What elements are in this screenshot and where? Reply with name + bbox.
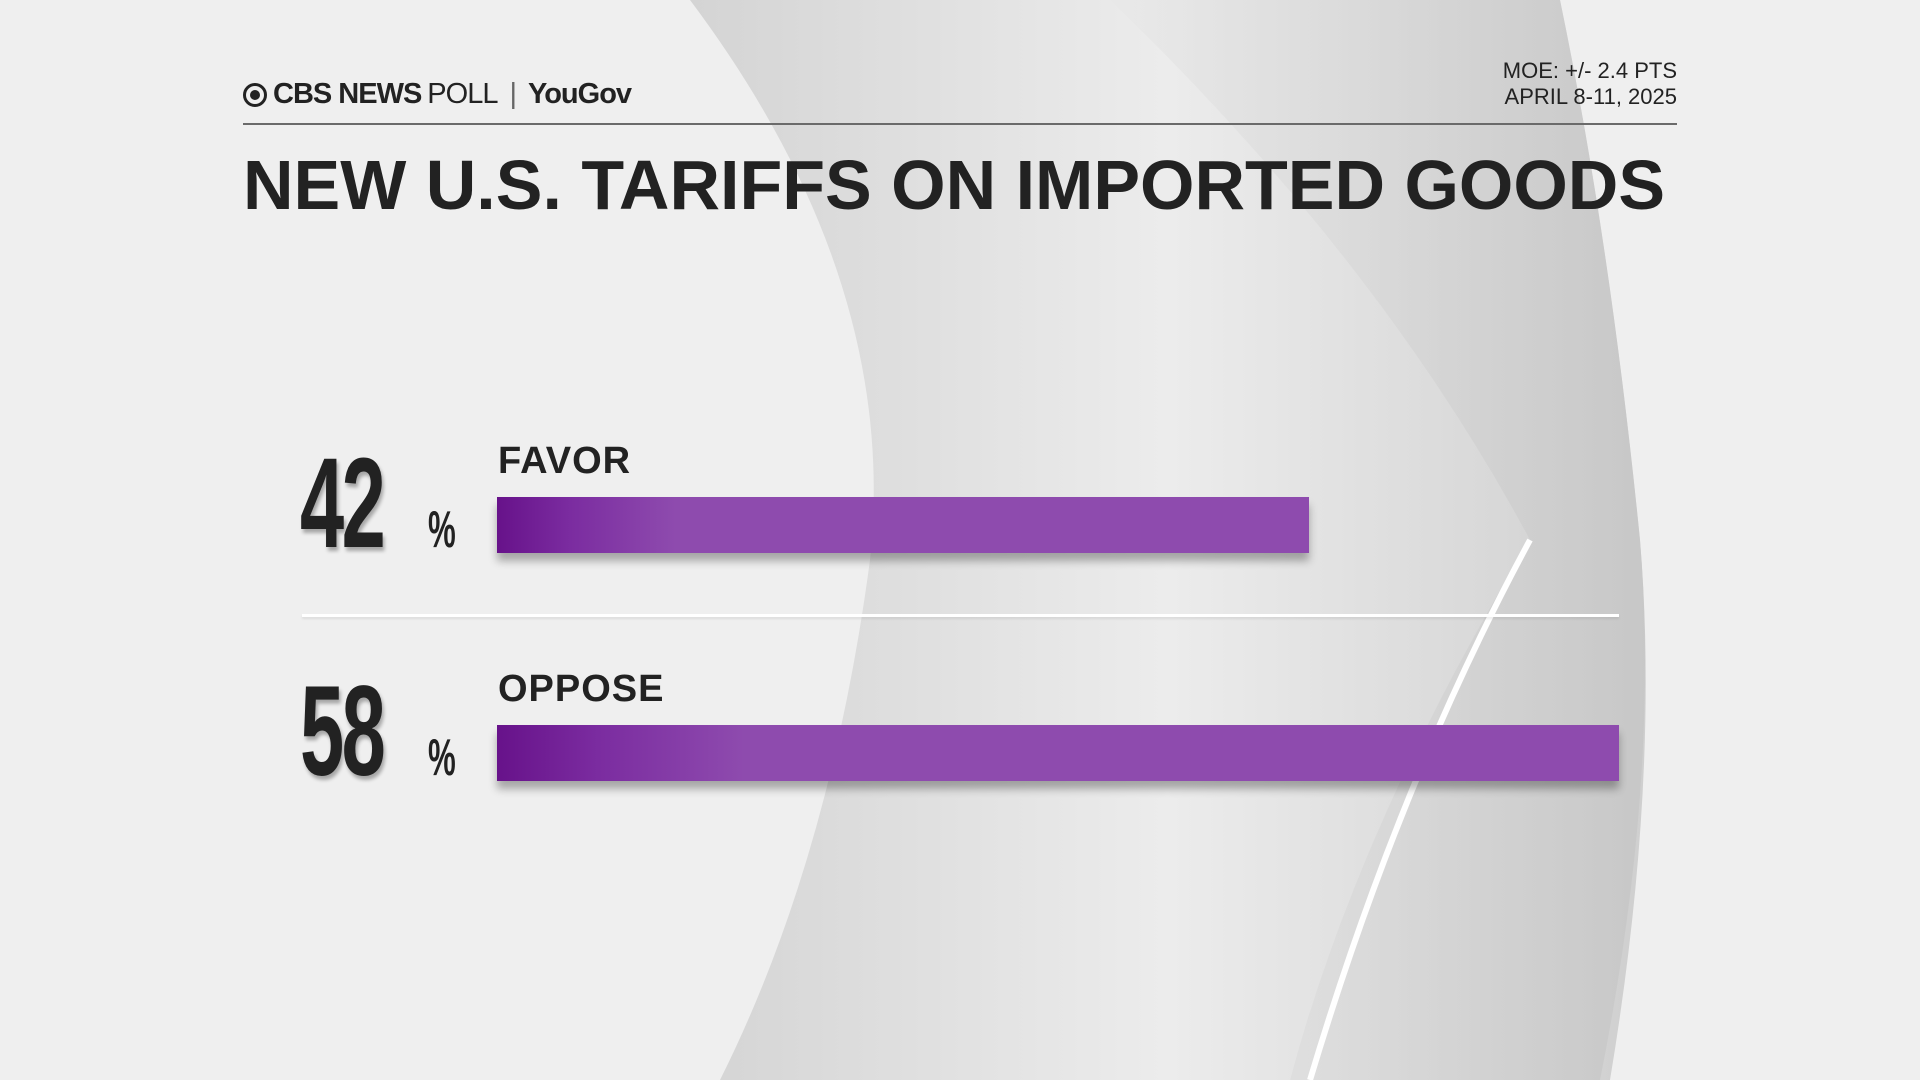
cbs-yougov-logo: CBS NEWS POLL | YouGov [243, 78, 632, 111]
percent-sign: % [428, 501, 456, 559]
margin-of-error: MOE: +/- 2.4 PTS [1502, 58, 1677, 83]
percent-sign: % [428, 729, 456, 787]
cbs-eye-icon [243, 82, 267, 107]
value-label-favor: 42 [300, 432, 386, 575]
value-label-oppose: 58 [300, 660, 386, 803]
logo-cbs-news: CBS NEWS [273, 78, 422, 110]
poll-dates: APRIL 8-11, 2025 [1504, 84, 1677, 109]
logo-separator: | [509, 78, 517, 110]
logo-poll: POLL [427, 78, 498, 110]
bar-oppose [497, 725, 1619, 781]
poll-meta: MOE: +/- 2.4 PTS APRIL 8-11, 2025 [1503, 58, 1677, 110]
bar-favor [497, 497, 1310, 553]
chart-title: NEW U.S. TARIFFS ON IMPORTED GOODS [243, 146, 1666, 224]
header-rule [243, 123, 1677, 125]
category-label-favor: FAVOR [498, 440, 632, 482]
yougov-logo: YouGov [528, 78, 632, 110]
row-divider [302, 614, 1619, 617]
category-label-oppose: OPPOSE [498, 668, 665, 710]
